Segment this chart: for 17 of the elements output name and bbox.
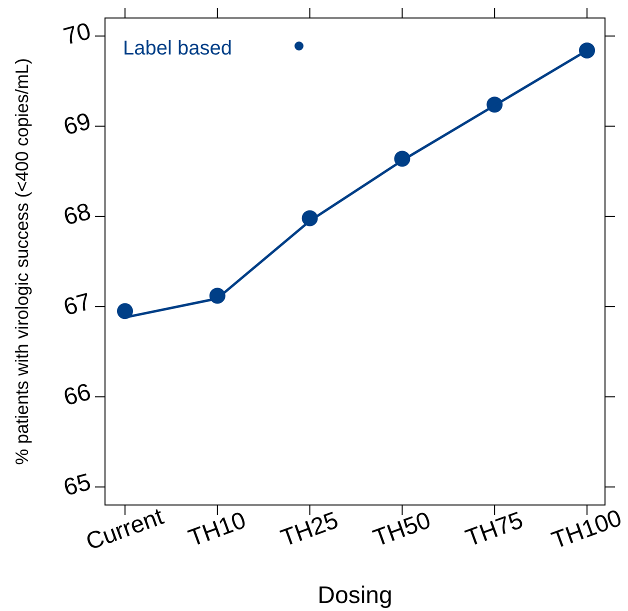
y-tick-label: 67 xyxy=(60,288,94,322)
x-axis-title: Dosing xyxy=(318,582,392,609)
x-tick-label: Current xyxy=(82,503,168,556)
text: Label based xyxy=(123,37,232,60)
x-tick-label: TH25 xyxy=(277,506,342,552)
y-tick-label: 69 xyxy=(60,108,94,141)
y-tick-label: 66 xyxy=(60,378,94,412)
x-tick-label: TH100 xyxy=(548,504,626,555)
y-tick-label: 68 xyxy=(60,198,94,232)
y-tick-label: 65 xyxy=(60,468,94,502)
point xyxy=(117,303,133,320)
point xyxy=(579,42,595,58)
y-axis-title: % patients with virologic success (<400 copies/mL) xyxy=(12,58,32,465)
x-tick-label: TH10 xyxy=(185,506,250,552)
x-tick-label: TH50 xyxy=(370,506,434,552)
x-tick-label: TH75 xyxy=(462,506,527,552)
y-tick-label: 70 xyxy=(60,18,94,51)
